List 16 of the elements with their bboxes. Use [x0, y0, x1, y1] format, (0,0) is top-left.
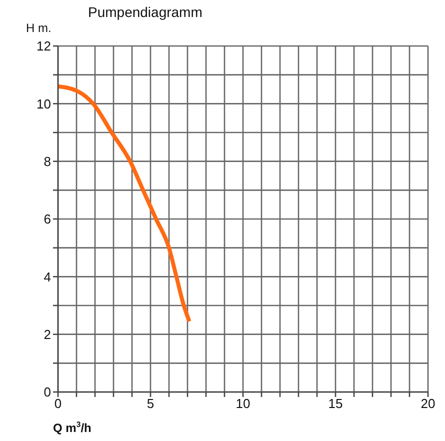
chart-title: Pumpendiagramm — [88, 4, 202, 20]
x-tick-label: 20 — [420, 396, 436, 412]
y-tick-label: 6 — [44, 212, 51, 227]
y-tick-label: 8 — [44, 154, 51, 169]
y-tick-label: 4 — [44, 269, 51, 284]
x-tick-label: 10 — [236, 396, 250, 412]
x-tick-label: 0 — [54, 396, 62, 412]
y-tick-label: 12 — [36, 38, 51, 54]
y-axis-title: H m. — [26, 21, 52, 35]
line-series — [58, 84, 192, 324]
y-tick-label: 0 — [44, 384, 51, 400]
x-axis-title: Q m$^{3}$/h — [53, 420, 92, 435]
x-tick-label: 15 — [328, 396, 343, 412]
x-tick-label: 5 — [146, 396, 154, 412]
y-tick-label: 10 — [36, 96, 51, 112]
y-tick-label: 2 — [44, 326, 51, 342]
